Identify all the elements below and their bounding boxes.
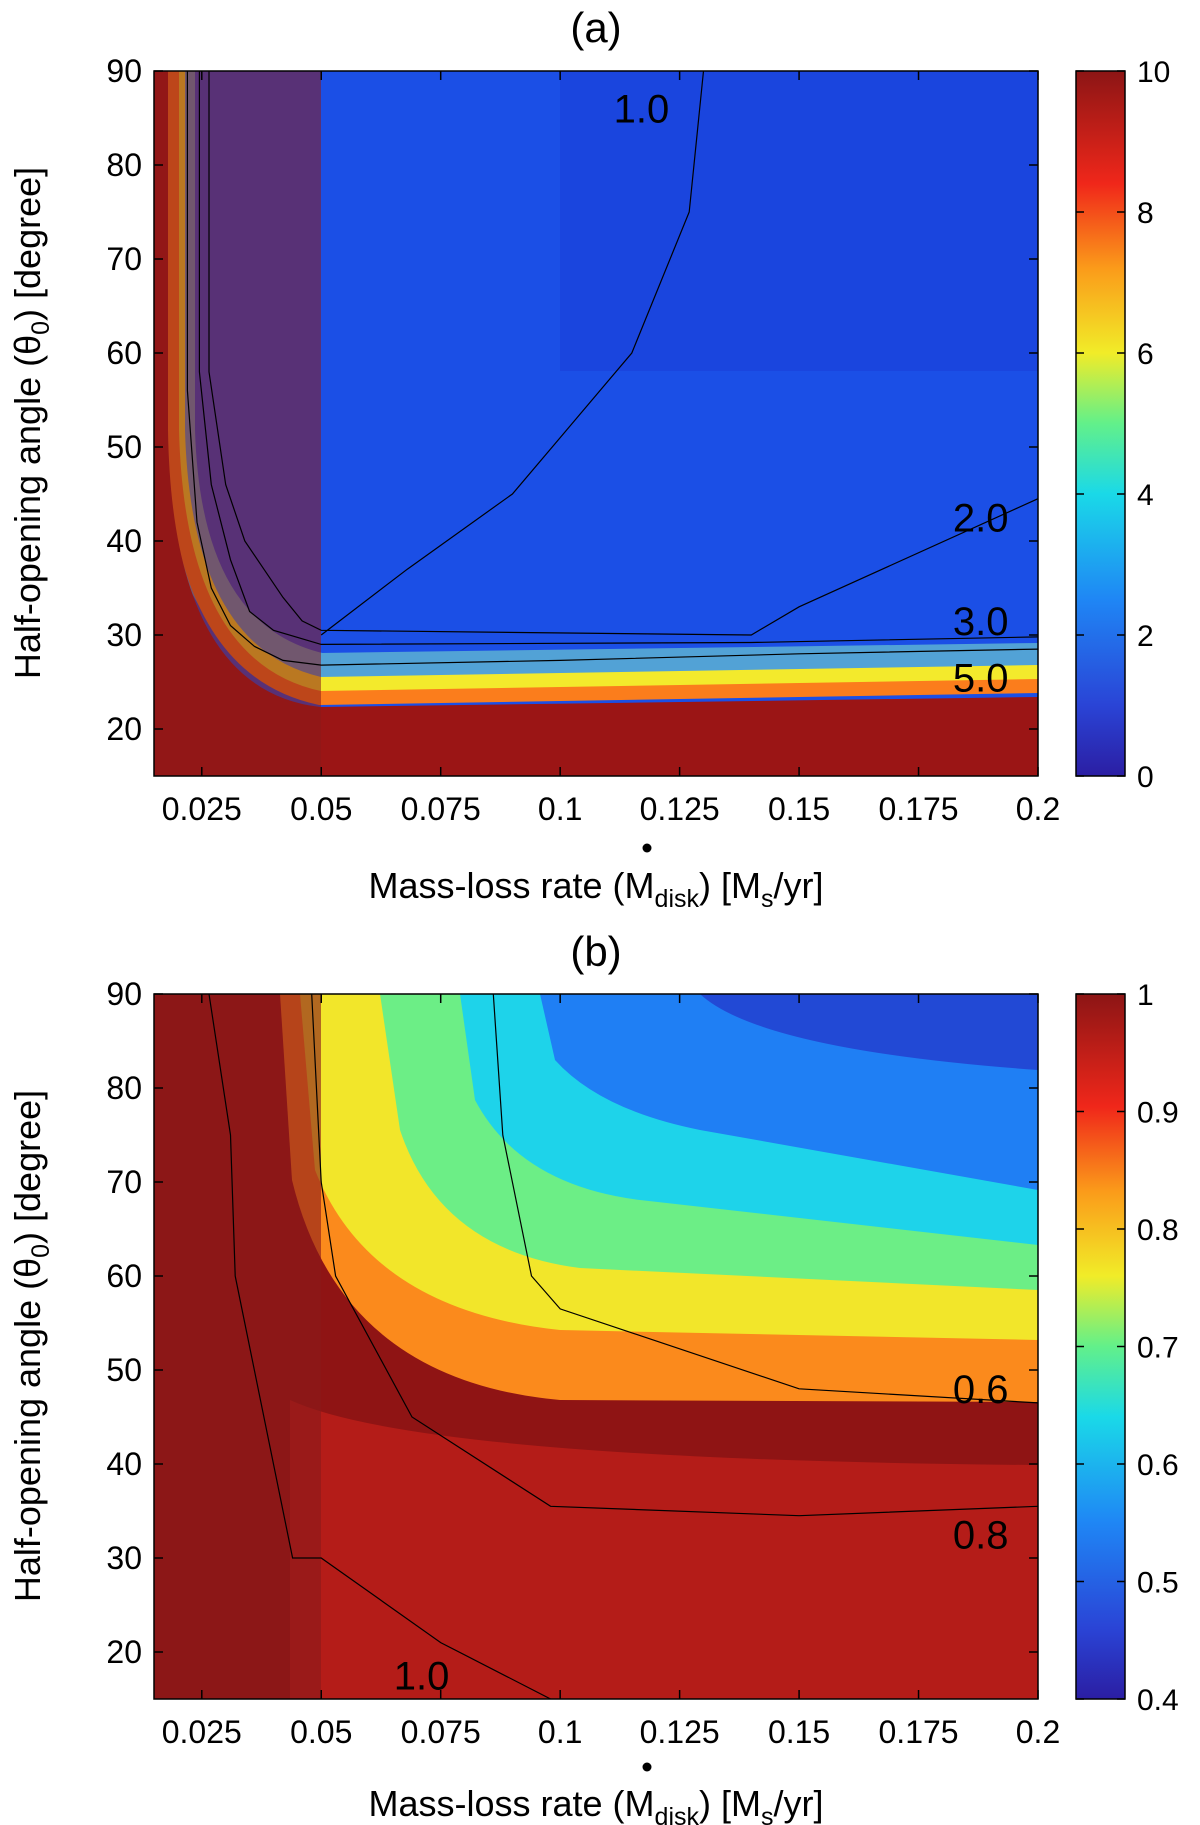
colorbar-b [1075, 993, 1126, 1700]
x-tick-label: 0.05 [290, 791, 352, 827]
colorbar-tick-label: 0.8 [1137, 1214, 1179, 1247]
y-tick-label: 80 [106, 147, 142, 183]
y-axis-label-b: Half-opening angle (θ0) [degree] [7, 1090, 55, 1602]
y-ticks-a: 20 30 40 50 60 70 80 90 [106, 53, 1038, 747]
colorbar-tick-label: 0.5 [1137, 1567, 1179, 1600]
x-tick-label: 0.2 [1016, 1714, 1060, 1750]
x-tick-label: 0.175 [879, 791, 959, 827]
x-axis-label-b-dot [642, 1762, 652, 1772]
contour-label: 0.8 [953, 1514, 1009, 1558]
y-axis-label-a: Half-opening angle (θ0) [degree] [7, 167, 55, 679]
y-tick-label: 70 [106, 1164, 142, 1200]
x-tick-label: 0.05 [290, 1714, 352, 1750]
x-tick-label: 0.15 [768, 1714, 830, 1750]
heatmap-b-lower-red [290, 1400, 1038, 1699]
colorbar-tick-label: 6 [1137, 338, 1154, 371]
heatmap-b-shaded-region [154, 994, 321, 1699]
y-tick-label: 50 [106, 429, 142, 465]
contour-label: 5.0 [953, 656, 1009, 700]
y-tick-label: 30 [106, 617, 142, 653]
contour-label: 2.0 [953, 497, 1009, 541]
colorbar-tick-label: 0.7 [1137, 1332, 1179, 1365]
colorbar-tick-label: 1 [1137, 979, 1154, 1012]
x-tick-label: 0.175 [879, 1714, 959, 1750]
y-tick-label: 60 [106, 1258, 142, 1294]
colorbar-ticks-b: 0.4 0.5 0.6 0.7 0.8 0.9 1 [1076, 979, 1179, 1717]
contour-label: 1.0 [394, 1655, 450, 1699]
y-tick-label: 20 [106, 1634, 142, 1670]
y-tick-label: 20 [106, 711, 142, 747]
contour-line-0-6 [492, 994, 1038, 1404]
x-tick-label: 0.025 [162, 791, 242, 827]
y-tick-label: 80 [106, 1070, 142, 1106]
colorbar-tick-label: 0.9 [1137, 1097, 1179, 1130]
colorbar-tick-label: 2 [1137, 620, 1154, 653]
x-axis-label-b: Mass-loss rate (Mdisk) [Ms/yr] [369, 1783, 824, 1825]
colorbar-tick-label: 0.6 [1137, 1449, 1179, 1482]
panel-a: (a) 0.025 0.05 0.075 0.1 0.125 0.15 0.175 0.2 2… [7, 4, 1170, 913]
contour-line-5-0 [186, 71, 1038, 666]
colorbar-tick-label: 0 [1137, 761, 1154, 794]
x-tick-label: 0.2 [1016, 791, 1060, 827]
x-axis-label-a: Mass-loss rate (Mdisk) [Ms/yr] [369, 865, 824, 913]
y-ticks-b: 20 30 40 50 60 70 80 90 [106, 976, 1038, 1670]
x-tick-label: 0.1 [538, 791, 582, 827]
contour-labels-b: 0.6 0.8 1.0 [394, 1368, 1009, 1699]
contour-line-1-0 [320, 71, 705, 636]
colorbar-tick-label: 8 [1137, 197, 1154, 230]
contour-line-3-0 [198, 71, 1038, 646]
contour-label: 0.6 [953, 1368, 1009, 1412]
colorbar-tick-label: 4 [1137, 479, 1154, 512]
heatmap-a-shaded-region [154, 71, 321, 776]
x-tick-label: 0.1 [538, 1714, 582, 1750]
contour-line-1-0 [208, 994, 551, 1699]
colorbar-tick-label: 10 [1137, 56, 1170, 89]
plot-frame-a [153, 70, 1039, 777]
colorbar-a [1075, 70, 1126, 777]
contour-line-2-0 [208, 71, 1038, 636]
panel-b: (b) 0.025 0.05 0.075 0.1 0.125 0.15 0.175 0.2 2… [7, 928, 1179, 1825]
x-tick-label: 0.025 [162, 1714, 242, 1750]
x-tick-label: 0.125 [640, 1714, 720, 1750]
contour-line-0-8 [311, 994, 1038, 1517]
panel-a-title: (a) [570, 4, 621, 51]
heatmap-a-upper-right-blue [560, 71, 1038, 371]
x-tick-label: 0.125 [640, 791, 720, 827]
x-ticks-a: 0.025 0.05 0.075 0.1 0.125 0.15 0.175 0.2 [162, 71, 1060, 827]
colorbar-ticks-a: 0 2 4 6 8 10 [1076, 56, 1170, 794]
panel-b-title: (b) [570, 928, 621, 975]
contour-label: 3.0 [953, 600, 1009, 644]
y-tick-label: 90 [106, 976, 142, 1012]
contour-label: 1.0 [614, 88, 670, 132]
contour-labels-a: 1.0 2.0 3.0 5.0 [614, 88, 1009, 701]
y-tick-label: 30 [106, 1540, 142, 1576]
colorbar-tick-label: 0.4 [1137, 1684, 1179, 1717]
heatmap-b-deep-blue [700, 994, 1038, 1070]
x-axis-label-a-dot [642, 843, 652, 853]
y-tick-label: 90 [106, 53, 142, 89]
panel-a-heatmap [154, 71, 1038, 776]
y-tick-label: 60 [106, 335, 142, 371]
contours-a [186, 71, 1038, 666]
panel-b-heatmap [154, 994, 1038, 1699]
x-tick-label: 0.075 [401, 791, 481, 827]
y-tick-label: 40 [106, 1446, 142, 1482]
y-tick-label: 50 [106, 1352, 142, 1388]
y-tick-label: 40 [106, 523, 142, 559]
contours-b [208, 994, 1038, 1699]
x-tick-label: 0.15 [768, 791, 830, 827]
x-tick-label: 0.075 [401, 1714, 481, 1750]
plot-frame-b [153, 993, 1039, 1700]
y-tick-label: 70 [106, 241, 142, 277]
x-ticks-b: 0.025 0.05 0.075 0.1 0.125 0.15 0.175 0.2 [162, 994, 1060, 1750]
